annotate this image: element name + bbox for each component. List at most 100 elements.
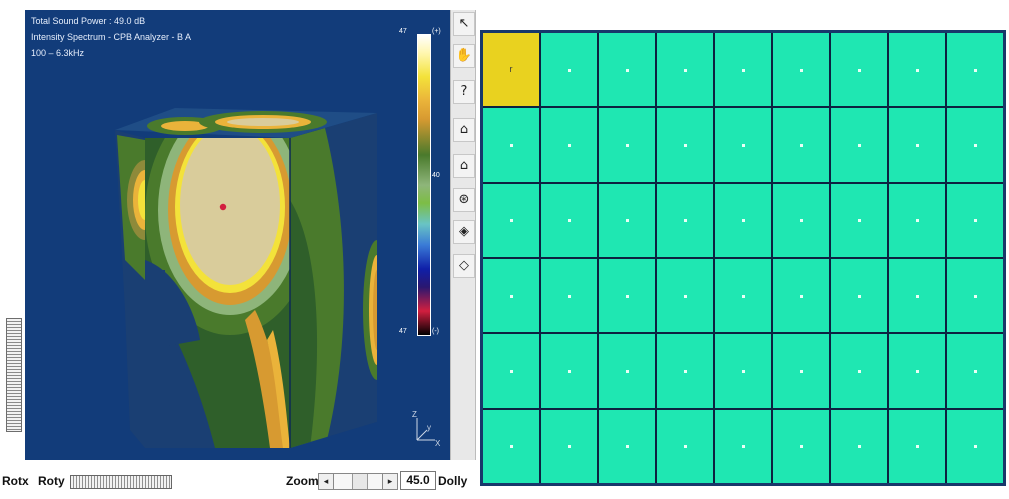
cell-center-dot [974, 143, 977, 147]
grid-cell[interactable] [599, 334, 655, 408]
grid-cell[interactable] [657, 259, 713, 333]
grid-cell[interactable] [773, 33, 829, 107]
grid-cell[interactable] [773, 259, 829, 333]
grid-cell[interactable] [947, 108, 1003, 182]
zoom-slider[interactable] [334, 473, 386, 490]
cell-center-dot [742, 219, 745, 223]
grid-cell[interactable] [773, 108, 829, 182]
grid-cell[interactable] [947, 334, 1003, 408]
axis-z-label: Z [412, 410, 417, 419]
cell-center-dot [916, 219, 919, 223]
grid-cell[interactable] [715, 183, 771, 257]
3d-viewport[interactable]: Total Sound Power : 49.0 dB Intensity Sp… [25, 10, 450, 460]
sound-intensity-3d-model: Z y X [115, 108, 441, 448]
help-icon[interactable]: ? [453, 80, 475, 104]
cell-center-dot [742, 143, 745, 147]
grid-cell[interactable] [889, 409, 945, 483]
rotx-slider[interactable] [6, 318, 22, 432]
dolly-label: Dolly [438, 474, 468, 488]
home-view-icon[interactable]: ⌂ [453, 118, 475, 142]
roty-slider[interactable] [70, 475, 172, 489]
grid-cell[interactable] [889, 108, 945, 182]
grid-cell[interactable] [483, 183, 539, 257]
grid-cell[interactable] [541, 409, 597, 483]
home-view-alt-icon[interactable]: ⌂ [453, 154, 475, 178]
grid-cell[interactable] [889, 33, 945, 107]
axis-y-label: y [427, 423, 431, 432]
navigate-icon[interactable]: ◈ [453, 220, 475, 244]
cell-center-dot [684, 294, 687, 298]
axis-x-label: X [435, 439, 441, 448]
cell-center-dot [858, 219, 861, 223]
grid-cell[interactable] [947, 259, 1003, 333]
cell-center-dot [916, 445, 919, 449]
grid-cell[interactable] [831, 334, 887, 408]
grid-cell[interactable] [483, 334, 539, 408]
grid-cell[interactable] [657, 409, 713, 483]
measurement-point [219, 203, 227, 211]
grid-cell[interactable] [715, 108, 771, 182]
cell-center-dot [858, 68, 861, 72]
color-scale-bar [417, 34, 431, 336]
grid-cell[interactable] [541, 108, 597, 182]
grid-cell[interactable] [599, 108, 655, 182]
zoom-value-field[interactable]: 45.0 [400, 471, 436, 490]
grid-cell[interactable] [889, 259, 945, 333]
cell-center-dot [626, 369, 629, 373]
cell-center-dot [916, 369, 919, 373]
grid-cell[interactable] [715, 409, 771, 483]
zoom-increase-button[interactable]: ▸ [382, 473, 398, 490]
cell-center-dot [974, 68, 977, 72]
grid-cell[interactable] [599, 259, 655, 333]
grid-cell[interactable] [947, 409, 1003, 483]
grid-cell[interactable] [889, 334, 945, 408]
grid-cell[interactable] [773, 334, 829, 408]
grid-cell[interactable] [599, 33, 655, 107]
grid-cell[interactable] [541, 334, 597, 408]
grid-cell[interactable] [831, 183, 887, 257]
grid-cell[interactable] [657, 334, 713, 408]
cell-center-dot [568, 68, 571, 72]
grid-cell[interactable] [657, 33, 713, 107]
pointer-arrow-icon[interactable]: ↖ [453, 12, 475, 36]
grid-cell[interactable] [483, 259, 539, 333]
grid-cell[interactable] [889, 183, 945, 257]
grid-cell[interactable] [483, 108, 539, 182]
grid-cell[interactable] [715, 259, 771, 333]
cell-center-dot [626, 143, 629, 147]
grid-cell-selected[interactable]: r [483, 33, 539, 107]
hand-pan-icon[interactable]: ✋ [453, 44, 475, 68]
cell-center-dot [510, 445, 513, 449]
grid-cell[interactable] [831, 259, 887, 333]
cell-center-dot [568, 219, 571, 223]
zoom-decrease-button[interactable]: ◂ [318, 473, 334, 490]
grid-cell[interactable] [599, 409, 655, 483]
grid-cell[interactable] [715, 33, 771, 107]
cell-center-dot [568, 143, 571, 147]
grid-cell[interactable] [599, 183, 655, 257]
grid-cell[interactable] [831, 409, 887, 483]
grid-cell[interactable] [541, 183, 597, 257]
grid-cell[interactable] [541, 259, 597, 333]
grid-cell[interactable] [657, 183, 713, 257]
cell-center-dot [742, 294, 745, 298]
cell-center-dot [684, 219, 687, 223]
roty-label: Roty [38, 474, 65, 488]
seek-icon[interactable]: ⊛ [453, 188, 475, 212]
grid-cell[interactable] [541, 33, 597, 107]
grid-cell[interactable] [947, 33, 1003, 107]
perspective-box-icon[interactable]: ◇ [453, 254, 475, 278]
grid-cell[interactable] [657, 108, 713, 182]
grid-cell[interactable] [831, 108, 887, 182]
grid-cell[interactable] [831, 33, 887, 107]
total-sound-power-label: Total Sound Power : 49.0 dB [31, 16, 146, 26]
grid-cell[interactable] [773, 409, 829, 483]
grid-cell[interactable] [715, 334, 771, 408]
grid-cell[interactable] [773, 183, 829, 257]
cell-center-dot [510, 294, 513, 298]
colorbar-bottom-value: 47 [399, 328, 407, 335]
zoom-slider-thumb[interactable] [352, 474, 368, 489]
grid-cell[interactable] [483, 409, 539, 483]
cell-center-dot [684, 143, 687, 147]
grid-cell[interactable] [947, 183, 1003, 257]
